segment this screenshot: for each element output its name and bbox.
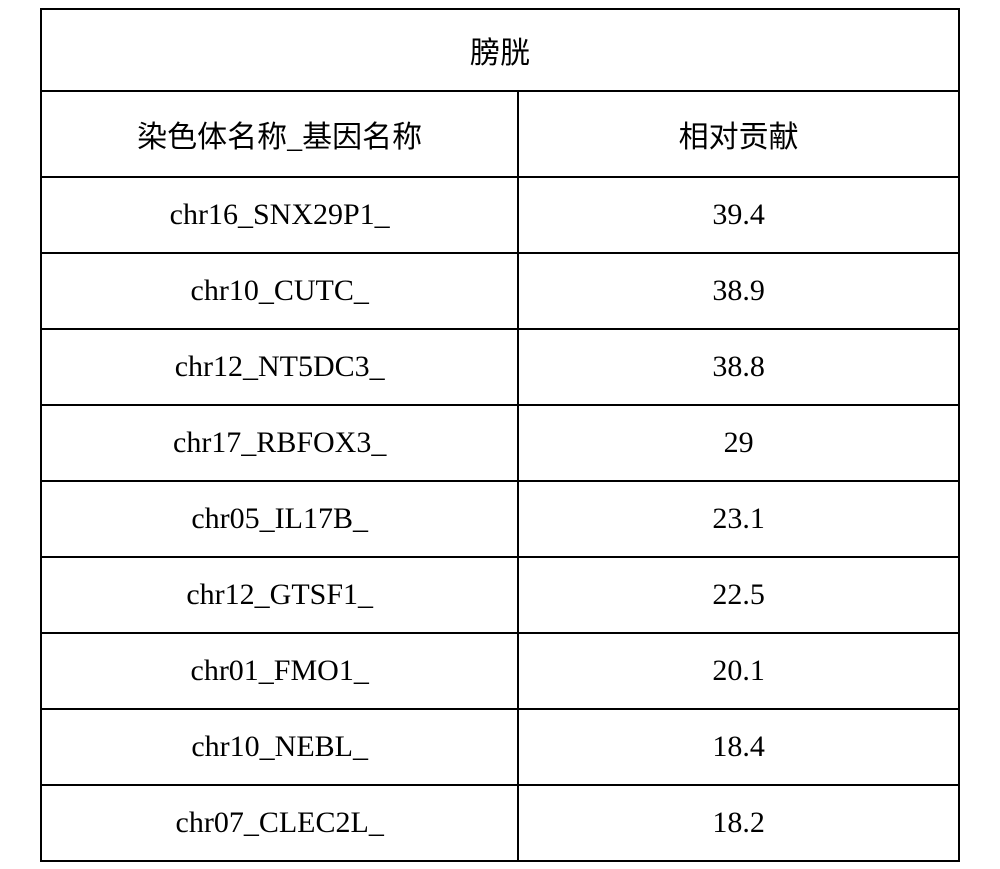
cell-contribution: 18.2 <box>518 785 959 861</box>
table-body: chr16_SNX29P1_ 39.4 chr10_CUTC_ 38.9 chr… <box>41 177 959 861</box>
table-row: chr10_CUTC_ 38.9 <box>41 253 959 329</box>
header-contribution: 相对贡献 <box>518 91 959 177</box>
cell-contribution: 20.1 <box>518 633 959 709</box>
header-gene-name: 染色体名称_基因名称 <box>41 91 518 177</box>
table-row: chr01_FMO1_ 20.1 <box>41 633 959 709</box>
cell-gene: chr07_CLEC2L_ <box>41 785 518 861</box>
cell-gene: chr16_SNX29P1_ <box>41 177 518 253</box>
table-row: chr17_RBFOX3_ 29 <box>41 405 959 481</box>
data-table-container: 膀胱 染色体名称_基因名称 相对贡献 chr16_SNX29P1_ 39.4 c… <box>40 8 960 862</box>
cell-gene: chr17_RBFOX3_ <box>41 405 518 481</box>
table-row: chr12_NT5DC3_ 38.8 <box>41 329 959 405</box>
cell-gene: chr12_NT5DC3_ <box>41 329 518 405</box>
cell-contribution: 22.5 <box>518 557 959 633</box>
table-row: chr07_CLEC2L_ 18.2 <box>41 785 959 861</box>
cell-gene: chr12_GTSF1_ <box>41 557 518 633</box>
cell-contribution: 39.4 <box>518 177 959 253</box>
cell-gene: chr10_NEBL_ <box>41 709 518 785</box>
table-title-cell: 膀胱 <box>41 9 959 91</box>
table-title-row: 膀胱 <box>41 9 959 91</box>
cell-gene: chr05_IL17B_ <box>41 481 518 557</box>
cell-gene: chr10_CUTC_ <box>41 253 518 329</box>
cell-gene: chr01_FMO1_ <box>41 633 518 709</box>
table-row: chr12_GTSF1_ 22.5 <box>41 557 959 633</box>
data-table: 膀胱 染色体名称_基因名称 相对贡献 chr16_SNX29P1_ 39.4 c… <box>40 8 960 862</box>
cell-contribution: 18.4 <box>518 709 959 785</box>
table-header-row: 染色体名称_基因名称 相对贡献 <box>41 91 959 177</box>
table-row: chr16_SNX29P1_ 39.4 <box>41 177 959 253</box>
cell-contribution: 29 <box>518 405 959 481</box>
cell-contribution: 23.1 <box>518 481 959 557</box>
table-row: chr05_IL17B_ 23.1 <box>41 481 959 557</box>
cell-contribution: 38.9 <box>518 253 959 329</box>
table-row: chr10_NEBL_ 18.4 <box>41 709 959 785</box>
cell-contribution: 38.8 <box>518 329 959 405</box>
